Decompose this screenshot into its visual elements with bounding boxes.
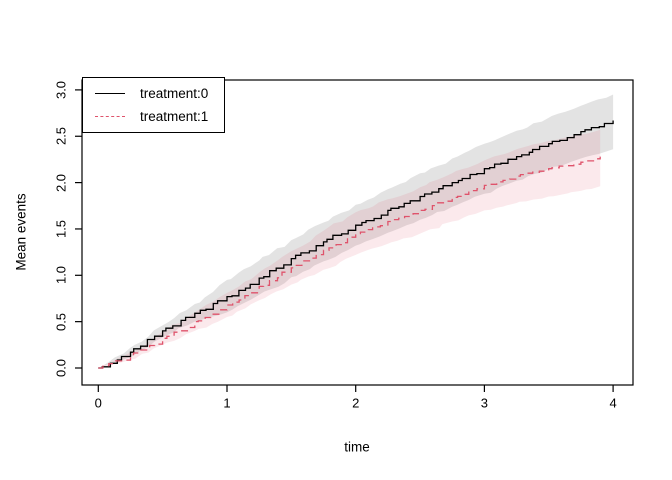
- y-tick-label: 1.0: [53, 266, 69, 285]
- y-tick-label: 0.0: [53, 358, 69, 378]
- legend-label: treatment:1: [140, 108, 209, 124]
- y-tick-label: 1.5: [53, 219, 69, 238]
- legend-label: treatment:0: [140, 86, 209, 101]
- x-tick-label: 1: [223, 395, 231, 411]
- solid-line-sample-icon: [95, 93, 125, 95]
- y-tick-label: 0.5: [53, 312, 69, 331]
- x-tick-label: 2: [352, 395, 360, 411]
- line-treatment0: [98, 120, 614, 369]
- x-tick-label: 0: [94, 395, 102, 411]
- x-tick-label: 4: [609, 395, 617, 411]
- y-tick-label: 2.5: [53, 127, 69, 146]
- y-tick-label: 2.0: [53, 173, 69, 192]
- x-tick-label: 3: [480, 395, 489, 411]
- legend: treatment:0 treatment:1: [82, 77, 225, 133]
- y-axis-title: Mean events: [13, 193, 29, 271]
- legend-entry-treatment1: treatment:1: [95, 108, 224, 124]
- y-tick-label: 3.0: [53, 80, 69, 99]
- plot-box: [81, 79, 634, 386]
- confidence-band-treatment1: [98, 129, 601, 368]
- dashed-line-sample-icon: [95, 115, 125, 117]
- x-axis-title: time: [344, 439, 370, 455]
- legend-entry-treatment0: treatment:0: [95, 87, 224, 101]
